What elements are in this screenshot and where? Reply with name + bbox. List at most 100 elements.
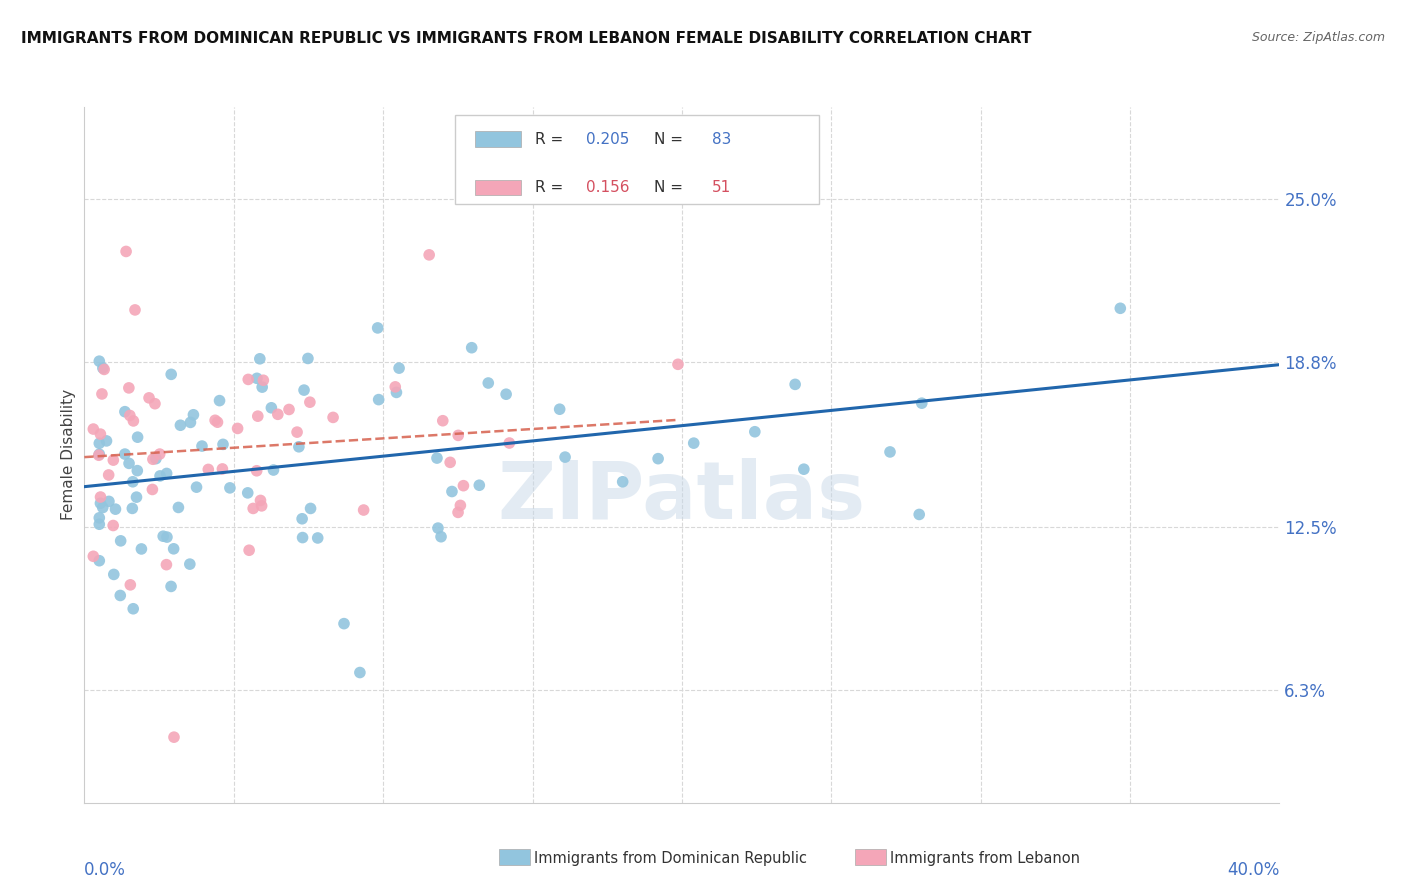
- Point: [127, 464, 149, 478]
- Point: [460, 341, 482, 355]
- Point: [291, 512, 314, 526]
- Point: [169, 418, 191, 433]
- Point: [179, 416, 201, 430]
- Point: [89, 554, 111, 568]
- Point: [744, 425, 766, 439]
- Point: [82, 422, 104, 436]
- Point: [89, 517, 111, 532]
- Point: [118, 409, 141, 423]
- Point: [89, 354, 111, 368]
- Point: [440, 484, 463, 499]
- Point: [91, 361, 114, 376]
- Point: [186, 480, 208, 494]
- Point: [143, 397, 166, 411]
- Point: [122, 414, 145, 428]
- Point: [250, 499, 273, 513]
- Point: [495, 387, 517, 401]
- Point: [118, 456, 141, 470]
- FancyBboxPatch shape: [475, 180, 520, 195]
- Text: Immigrants from Lebanon: Immigrants from Lebanon: [890, 851, 1080, 865]
- Point: [212, 437, 235, 451]
- Point: [298, 395, 321, 409]
- Point: [498, 436, 520, 450]
- Point: [131, 541, 153, 556]
- Point: [97, 467, 120, 482]
- Point: [291, 531, 314, 545]
- Point: [208, 393, 231, 408]
- Point: [115, 244, 138, 259]
- Point: [149, 447, 172, 461]
- Point: [191, 439, 214, 453]
- Point: [87, 448, 110, 462]
- Point: [89, 447, 111, 461]
- Point: [219, 481, 242, 495]
- Point: [278, 402, 301, 417]
- Point: [110, 589, 132, 603]
- Text: 0.205: 0.205: [586, 131, 630, 146]
- Point: [1109, 301, 1132, 316]
- Point: [91, 387, 114, 401]
- Text: IMMIGRANTS FROM DOMINICAN REPUBLIC VS IMMIGRANTS FROM LEBANON FEMALE DISABILITY : IMMIGRANTS FROM DOMINICAN REPUBLIC VS IM…: [21, 31, 1032, 46]
- Point: [152, 529, 174, 543]
- Point: [121, 501, 143, 516]
- Point: [548, 402, 571, 417]
- Point: [267, 407, 290, 421]
- Point: [91, 500, 114, 515]
- Text: R =: R =: [534, 131, 568, 146]
- Point: [249, 493, 271, 508]
- Point: [260, 401, 283, 415]
- Point: [911, 396, 934, 410]
- Text: ZIPatlas: ZIPatlas: [498, 458, 866, 536]
- Text: N =: N =: [654, 180, 689, 195]
- Point: [418, 248, 440, 262]
- Point: [288, 440, 311, 454]
- Point: [785, 377, 807, 392]
- Point: [879, 445, 901, 459]
- Point: [292, 383, 315, 397]
- Point: [297, 351, 319, 366]
- Point: [908, 508, 931, 522]
- Point: [333, 616, 356, 631]
- Point: [114, 447, 136, 461]
- Point: [89, 427, 111, 442]
- Point: [89, 490, 111, 504]
- Point: [120, 578, 142, 592]
- Point: [242, 501, 264, 516]
- Point: [426, 451, 449, 466]
- Point: [477, 376, 499, 390]
- Point: [647, 451, 669, 466]
- Point: [432, 414, 454, 428]
- Text: 0.0%: 0.0%: [84, 861, 127, 879]
- Point: [322, 410, 344, 425]
- Point: [666, 357, 689, 371]
- Point: [385, 385, 408, 400]
- Point: [160, 579, 183, 593]
- Point: [388, 361, 411, 376]
- Point: [263, 463, 285, 477]
- Point: [430, 530, 453, 544]
- Text: Source: ZipAtlas.com: Source: ZipAtlas.com: [1251, 31, 1385, 45]
- Point: [125, 490, 148, 504]
- Point: [179, 557, 201, 571]
- Point: [353, 503, 375, 517]
- Point: [197, 462, 219, 476]
- Point: [101, 518, 124, 533]
- Text: 83: 83: [711, 131, 731, 146]
- Point: [127, 430, 149, 444]
- Point: [103, 453, 125, 467]
- Point: [554, 450, 576, 464]
- Point: [89, 496, 111, 510]
- FancyBboxPatch shape: [475, 131, 520, 146]
- Point: [682, 436, 704, 450]
- FancyBboxPatch shape: [456, 115, 820, 204]
- Point: [97, 494, 120, 508]
- Point: [447, 428, 470, 442]
- Point: [149, 469, 172, 483]
- Point: [367, 392, 389, 407]
- Point: [501, 182, 523, 196]
- Text: N =: N =: [654, 131, 689, 146]
- Point: [447, 505, 470, 519]
- Text: 40.0%: 40.0%: [1227, 861, 1279, 879]
- Point: [349, 665, 371, 680]
- Point: [160, 368, 183, 382]
